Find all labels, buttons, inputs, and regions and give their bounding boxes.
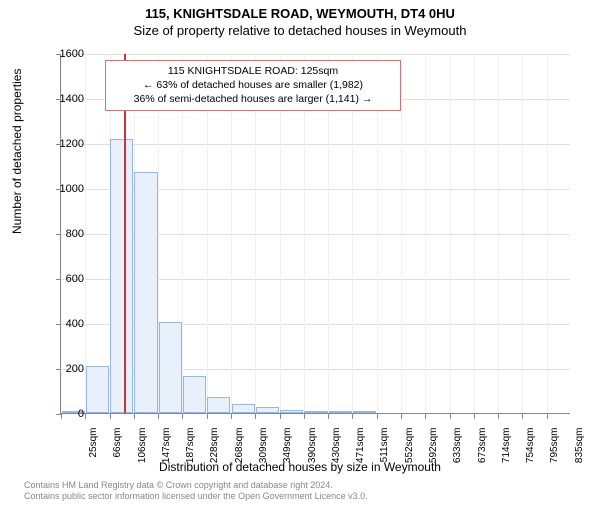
ytick-label: 600	[44, 273, 84, 285]
histogram-bar	[304, 411, 327, 413]
x-axis-label: Distribution of detached houses by size …	[0, 460, 600, 474]
xtick-mark	[231, 414, 232, 419]
gridline-v	[547, 54, 548, 413]
ytick-label: 200	[44, 363, 84, 375]
ytick-label: 1000	[44, 183, 84, 195]
histogram-bar	[134, 172, 157, 413]
gridline-v	[498, 54, 499, 413]
xtick-mark	[255, 414, 256, 419]
gridline-v	[425, 54, 426, 413]
xtick-mark	[134, 414, 135, 419]
plot-area: 25sqm66sqm106sqm147sqm187sqm228sqm268sqm…	[60, 54, 570, 414]
gridline-v	[522, 54, 523, 413]
histogram-bar	[207, 397, 230, 413]
chart-container: 25sqm66sqm106sqm147sqm187sqm228sqm268sqm…	[60, 54, 570, 414]
xtick-mark	[450, 414, 451, 419]
ytick-label: 0	[44, 408, 84, 420]
y-axis-label: Number of detached properties	[10, 69, 24, 234]
annotation-line: ← 63% of detached houses are smaller (1,…	[112, 78, 394, 92]
xtick-mark	[207, 414, 208, 419]
xtick-mark	[522, 414, 523, 419]
attribution-footer: Contains HM Land Registry data © Crown c…	[24, 480, 368, 502]
gridline-h	[61, 54, 570, 55]
histogram-bar	[256, 407, 279, 413]
histogram-bar	[159, 322, 182, 413]
histogram-bar	[183, 376, 206, 413]
gridline-v	[85, 54, 86, 413]
histogram-bar	[353, 411, 376, 413]
xtick-mark	[425, 414, 426, 419]
xtick-mark	[474, 414, 475, 419]
xtick-mark	[304, 414, 305, 419]
histogram-bar	[280, 410, 303, 413]
gridline-h	[61, 144, 570, 145]
histogram-bar	[329, 411, 352, 413]
ytick-label: 1400	[44, 93, 84, 105]
xtick-mark	[352, 414, 353, 419]
xtick-mark	[280, 414, 281, 419]
gridline-v	[474, 54, 475, 413]
xtick-mark	[498, 414, 499, 419]
xtick-mark	[547, 414, 548, 419]
xtick-mark	[377, 414, 378, 419]
xtick-mark	[110, 414, 111, 419]
xtick-mark	[85, 414, 86, 419]
gridline-v	[401, 54, 402, 413]
xtick-mark	[328, 414, 329, 419]
histogram-bar	[110, 139, 133, 414]
annotation-line: 115 KNIGHTSDALE ROAD: 125sqm	[112, 64, 394, 78]
ytick-label: 800	[44, 228, 84, 240]
ytick-label: 400	[44, 318, 84, 330]
page-subtitle: Size of property relative to detached ho…	[0, 23, 600, 38]
annotation-line: 36% of semi-detached houses are larger (…	[112, 92, 394, 106]
gridline-v	[450, 54, 451, 413]
xtick-mark	[182, 414, 183, 419]
xtick-mark	[158, 414, 159, 419]
page-title-address: 115, KNIGHTSDALE ROAD, WEYMOUTH, DT4 0HU	[0, 6, 600, 21]
ytick-label: 1200	[44, 138, 84, 150]
footer-line-2: Contains public sector information licen…	[24, 491, 368, 502]
histogram-bar	[232, 404, 255, 413]
xtick-mark	[401, 414, 402, 419]
ytick-label: 1600	[44, 48, 84, 60]
histogram-bar	[86, 366, 109, 413]
footer-line-1: Contains HM Land Registry data © Crown c…	[24, 480, 368, 491]
annotation-box: 115 KNIGHTSDALE ROAD: 125sqm← 63% of det…	[105, 60, 401, 111]
